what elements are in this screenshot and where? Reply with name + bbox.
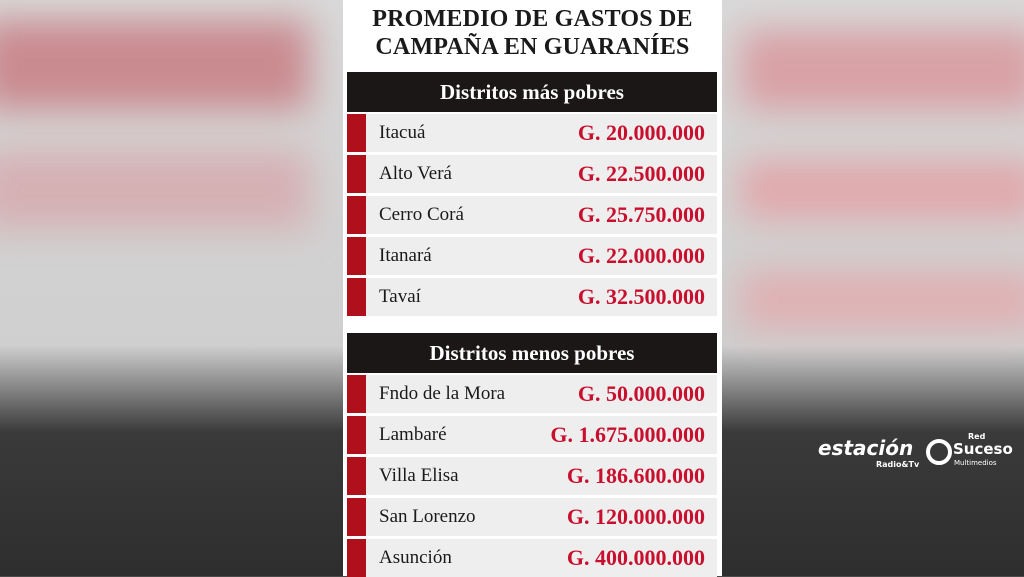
- amount: G. 120.000.000: [566, 504, 705, 529]
- row-accent: [347, 457, 366, 495]
- title: CAMPAÑA EN GUARANÍES: [375, 34, 690, 60]
- row-accent: [347, 416, 366, 454]
- row-accent: [347, 196, 366, 234]
- district-name: Alto Verá: [379, 163, 452, 184]
- amount: G. 25.750.000: [577, 202, 705, 227]
- amount: G. 32.500.000: [577, 284, 705, 309]
- table-row: Alto Verá G. 22.500.000: [347, 155, 717, 193]
- blur: [0, 150, 310, 230]
- table-row: Villa Elisa G. 186.600.000: [347, 457, 717, 495]
- network: Suceso: [953, 440, 1013, 458]
- row-accent: [347, 155, 366, 193]
- title: PROMEDIO DE GASTOS DE: [372, 6, 693, 32]
- brand: estación: [818, 436, 914, 460]
- row-accent: [347, 278, 366, 316]
- district-name: San Lorenzo: [379, 506, 476, 527]
- district-name: Asunción: [379, 547, 452, 568]
- district-name: Cerro Corá: [379, 204, 464, 225]
- section-header: Distritos menos pobres: [347, 333, 717, 373]
- section-header: Distritos más pobres: [347, 72, 717, 112]
- amount: G. 186.600.000: [566, 463, 705, 488]
- district-name: Fndo de la Mora: [379, 383, 506, 404]
- amount: G. 22.000.000: [577, 243, 705, 268]
- table-row: Cerro Corá G. 25.750.000: [347, 196, 717, 234]
- district-name: Lambaré: [379, 424, 447, 445]
- amount: G. 22.500.000: [577, 161, 705, 186]
- blur: [0, 20, 310, 110]
- district-name: Villa Elisa: [379, 465, 459, 486]
- table-row: Lambaré G. 1.675.000.000: [347, 416, 717, 454]
- table-row: Itanará G. 22.000.000: [347, 237, 717, 275]
- district-name: Itanará: [379, 245, 432, 266]
- amount: G. 1.675.000.000: [550, 422, 705, 447]
- table-row: Itacuá G. 20.000.000: [347, 114, 717, 152]
- row-accent: [347, 114, 366, 152]
- table-row: Asunción G. 400.000.000: [347, 539, 717, 577]
- amount: G. 50.000.000: [577, 381, 705, 406]
- row-accent: [347, 375, 366, 413]
- table-row: San Lorenzo G. 120.000.000: [347, 498, 717, 536]
- blur: [740, 30, 1024, 110]
- row-accent: [347, 539, 366, 577]
- logo: [926, 439, 952, 465]
- table-row: Fndo de la Mora G. 50.000.000: [347, 375, 717, 413]
- network-sub: Multimedios: [954, 459, 997, 467]
- watermark: estación Radio&Tv Red Suceso Multimedios: [818, 432, 1018, 470]
- brand-sub: Radio&Tv: [876, 460, 920, 469]
- row-accent: [347, 498, 366, 536]
- blur: [740, 270, 1024, 330]
- row-accent: [347, 237, 366, 275]
- amount: G. 20.000.000: [577, 120, 705, 145]
- network-top: Red: [968, 432, 986, 441]
- amount: G. 400.000.000: [566, 545, 705, 570]
- district-name: Itacuá: [379, 122, 426, 143]
- table-row: Tavaí G. 32.500.000: [347, 278, 717, 316]
- district-name: Tavaí: [379, 286, 421, 307]
- blur: [740, 160, 1024, 220]
